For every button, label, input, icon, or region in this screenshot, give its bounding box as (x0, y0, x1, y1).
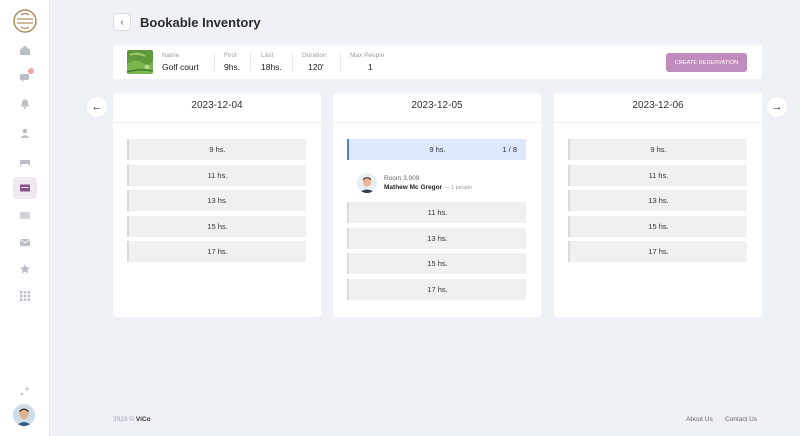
bell-icon[interactable] (13, 93, 37, 115)
footer-copyright: 2023 © ViCo (113, 416, 151, 423)
page-header: ‹ Bookable Inventory (113, 12, 261, 32)
time-slot[interactable]: 15 hs. (347, 253, 526, 274)
guest-avatar (357, 173, 377, 193)
mail-icon[interactable] (13, 231, 37, 253)
time-slot[interactable]: 15 hs. (127, 216, 306, 237)
card-icon[interactable] (13, 204, 37, 226)
info-name: Name Golf court (162, 52, 199, 72)
sparkle-icon[interactable] (13, 380, 37, 402)
duration-label: Duration (302, 52, 327, 59)
time-slot[interactable]: 15 hs. (568, 216, 747, 237)
divider (340, 53, 341, 71)
guest-people-count: — 1 people (443, 185, 473, 191)
time-slot[interactable]: 11 hs. (347, 202, 526, 223)
inventory-info-card: Name Golf court First 9hs. Last 18hs. Du… (113, 45, 762, 79)
time-slot[interactable]: 9 hs. (127, 139, 306, 160)
time-slot-selected[interactable]: 9 hs. 1 / 8 (347, 139, 526, 160)
first-value: 9hs. (224, 62, 241, 72)
arrow-right-icon: → (771, 101, 783, 113)
reservation-entry[interactable]: Room 3.009 Mathew Mc Gregor — 1 people (357, 171, 472, 195)
day-date: 2023-12-05 (411, 100, 463, 111)
apps-grid-icon[interactable] (13, 285, 37, 307)
time-slot[interactable]: 9 hs. (568, 139, 747, 160)
divider (292, 53, 293, 71)
last-value: 18hs. (261, 62, 282, 72)
guest-name-text: Mathew Mc Gregor (384, 184, 443, 191)
time-slot[interactable]: 17 hs. (127, 241, 306, 262)
divider (250, 53, 251, 71)
slot-time: 9 hs. (429, 145, 446, 154)
chevron-left-icon: ‹ (120, 16, 124, 28)
info-last: Last 18hs. (261, 52, 282, 72)
day-card: 2023-12-06 9 hs. 11 hs. 13 hs. 15 hs. 17… (554, 93, 762, 317)
previous-days-button[interactable]: ← (87, 97, 107, 117)
first-label: First (224, 52, 237, 59)
info-max-people: Max People 1 (350, 52, 384, 72)
brand-name: ViCo (135, 416, 151, 423)
time-slot[interactable]: 17 hs. (568, 241, 747, 262)
time-slot[interactable]: 17 hs. (347, 279, 526, 300)
duration-value: 120' (308, 62, 324, 72)
day-date: 2023-12-04 (191, 100, 243, 111)
inventory-icon[interactable] (13, 177, 37, 199)
home-icon[interactable] (13, 39, 37, 61)
sidebar (0, 0, 50, 436)
golf-court-thumbnail (127, 50, 153, 74)
time-slot[interactable]: 13 hs. (347, 228, 526, 249)
day-card: 2023-12-05 9 hs. 1 / 8 Room 3.009 Mathew… (333, 93, 541, 317)
copyright-text: 2023 © (113, 416, 135, 423)
info-duration: Duration 120' (302, 52, 327, 72)
next-days-button[interactable]: → (767, 97, 787, 117)
last-label: Last (261, 52, 274, 59)
arrow-left-icon: ← (91, 101, 103, 113)
room-number: Room 3.009 (384, 175, 420, 182)
max-people-value: 1 (368, 62, 373, 72)
divider (554, 122, 762, 123)
about-us-link[interactable]: About Us (686, 416, 713, 423)
time-slot[interactable]: 11 hs. (568, 165, 747, 186)
name-label: Name (162, 52, 180, 59)
create-reservation-button[interactable]: CREATE RESERVATION (666, 53, 747, 72)
time-slot[interactable]: 13 hs. (127, 190, 306, 211)
messages-icon[interactable] (13, 66, 37, 88)
reservation-details: Room 3.009 Mathew Mc Gregor — 1 people (384, 175, 472, 191)
guest-name: Mathew Mc Gregor — 1 people (384, 184, 472, 191)
notification-badge (28, 68, 34, 74)
slot-occupancy: 1 / 8 (502, 145, 517, 154)
page-title: Bookable Inventory (140, 14, 261, 30)
user-avatar[interactable] (13, 404, 35, 426)
vico-logo-icon[interactable] (12, 8, 38, 34)
back-button[interactable]: ‹ (113, 13, 131, 31)
time-slot[interactable]: 13 hs. (568, 190, 747, 211)
divider (113, 122, 321, 123)
day-date: 2023-12-06 (632, 100, 684, 111)
day-card: 2023-12-04 9 hs. 11 hs. 13 hs. 15 hs. 17… (113, 93, 321, 317)
contact-us-link[interactable]: Contact Us (725, 416, 758, 423)
divider (214, 53, 215, 71)
max-people-label: Max People (350, 52, 385, 59)
divider (333, 122, 541, 123)
info-first: First 9hs. (224, 52, 240, 72)
star-icon[interactable] (13, 258, 37, 280)
name-value: Golf court (162, 62, 199, 72)
time-slot[interactable]: 11 hs. (127, 165, 306, 186)
user-icon[interactable] (13, 122, 37, 144)
bed-icon[interactable] (13, 150, 37, 172)
